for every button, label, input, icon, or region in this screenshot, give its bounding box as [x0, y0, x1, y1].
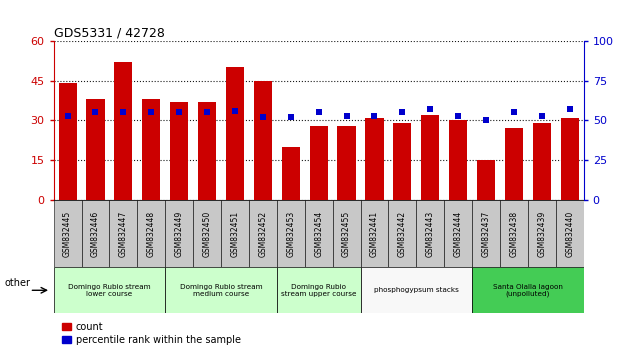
Text: GSM832449: GSM832449: [175, 211, 184, 257]
Bar: [561, 118, 579, 200]
Bar: [360, 200, 389, 267]
Text: GDS5331 / 42728: GDS5331 / 42728: [54, 27, 165, 40]
Text: GSM832439: GSM832439: [538, 211, 546, 257]
Text: GSM832451: GSM832451: [230, 211, 239, 257]
Text: GSM832455: GSM832455: [342, 211, 351, 257]
Bar: [170, 102, 188, 200]
Bar: [472, 267, 584, 313]
Text: GSM832437: GSM832437: [481, 211, 490, 257]
Bar: [305, 200, 333, 267]
Bar: [249, 200, 277, 267]
Bar: [54, 200, 81, 267]
Bar: [416, 200, 444, 267]
Bar: [109, 200, 138, 267]
Bar: [556, 200, 584, 267]
Bar: [165, 267, 277, 313]
Bar: [449, 120, 467, 200]
Bar: [226, 67, 244, 200]
Text: Domingo Rubio stream
lower course: Domingo Rubio stream lower course: [68, 284, 151, 297]
Bar: [198, 102, 216, 200]
Text: GSM832441: GSM832441: [370, 211, 379, 257]
Bar: [310, 126, 327, 200]
Bar: [360, 267, 472, 313]
Text: GSM832443: GSM832443: [426, 211, 435, 257]
Text: GSM832444: GSM832444: [454, 211, 463, 257]
Text: other: other: [4, 278, 30, 289]
Bar: [365, 118, 384, 200]
Bar: [533, 123, 551, 200]
Bar: [393, 123, 411, 200]
Text: Santa Olalla lagoon
(unpolluted): Santa Olalla lagoon (unpolluted): [493, 284, 563, 297]
Bar: [138, 200, 165, 267]
Bar: [281, 147, 300, 200]
Text: GSM832446: GSM832446: [91, 211, 100, 257]
Bar: [500, 200, 528, 267]
Bar: [86, 99, 105, 200]
Text: GSM832453: GSM832453: [286, 211, 295, 257]
Text: Domingo Rubio stream
medium course: Domingo Rubio stream medium course: [180, 284, 262, 297]
Bar: [54, 267, 165, 313]
Text: GSM832440: GSM832440: [565, 211, 574, 257]
Bar: [421, 115, 439, 200]
Text: Domingo Rubio
stream upper course: Domingo Rubio stream upper course: [281, 284, 357, 297]
Bar: [333, 200, 360, 267]
Legend: count, percentile rank within the sample: count, percentile rank within the sample: [59, 318, 245, 349]
Bar: [114, 62, 133, 200]
Bar: [472, 200, 500, 267]
Bar: [338, 126, 356, 200]
Text: GSM832442: GSM832442: [398, 211, 407, 257]
Bar: [505, 128, 523, 200]
Bar: [389, 200, 416, 267]
Bar: [142, 99, 160, 200]
Bar: [193, 200, 221, 267]
Text: phosphogypsum stacks: phosphogypsum stacks: [374, 287, 459, 293]
Bar: [444, 200, 472, 267]
Text: GSM832448: GSM832448: [147, 211, 156, 257]
Bar: [277, 200, 305, 267]
Bar: [254, 80, 272, 200]
Text: GSM832450: GSM832450: [203, 211, 211, 257]
Text: GSM832445: GSM832445: [63, 211, 72, 257]
Bar: [81, 200, 109, 267]
Bar: [165, 200, 193, 267]
Bar: [528, 200, 556, 267]
Text: GSM832438: GSM832438: [509, 211, 519, 257]
Text: GSM832452: GSM832452: [258, 211, 268, 257]
Bar: [277, 267, 360, 313]
Bar: [59, 83, 76, 200]
Text: GSM832447: GSM832447: [119, 211, 128, 257]
Bar: [221, 200, 249, 267]
Bar: [477, 160, 495, 200]
Text: GSM832454: GSM832454: [314, 211, 323, 257]
